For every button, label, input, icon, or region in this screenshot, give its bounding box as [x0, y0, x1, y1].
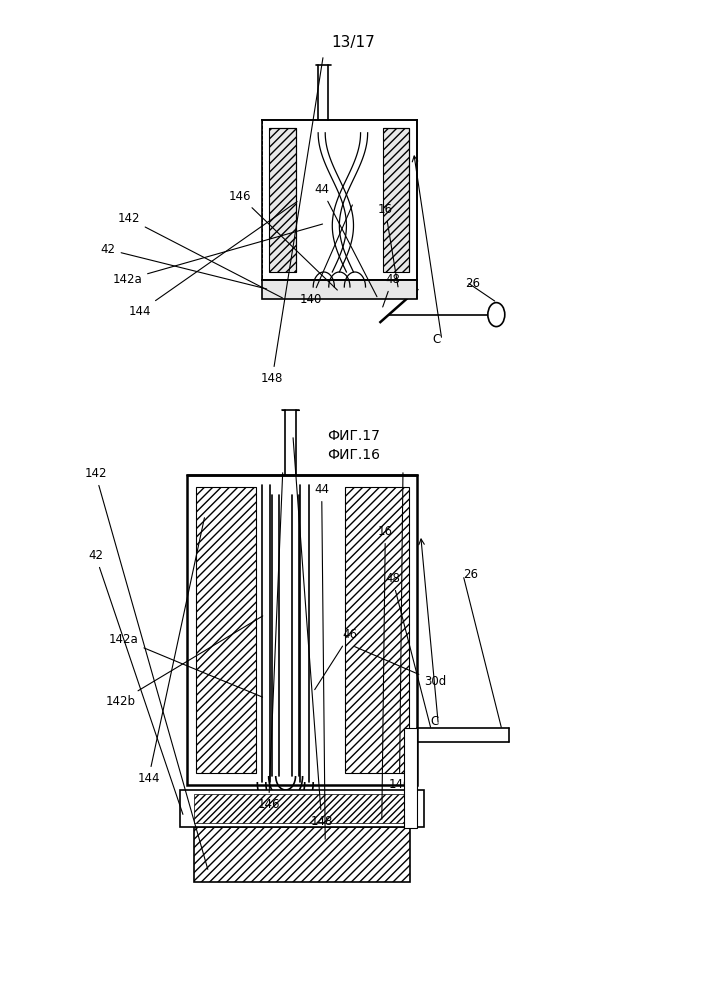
- Text: 16: 16: [378, 203, 398, 287]
- Text: 148: 148: [261, 58, 323, 385]
- Polygon shape: [269, 128, 296, 272]
- Text: 42: 42: [88, 549, 183, 814]
- Text: ФИГ.16: ФИГ.16: [327, 448, 380, 462]
- Text: 144: 144: [137, 518, 204, 785]
- Text: 44: 44: [314, 483, 329, 839]
- Text: 46: 46: [315, 628, 358, 690]
- Polygon shape: [262, 280, 417, 299]
- Text: 48: 48: [385, 572, 431, 727]
- Text: 44: 44: [314, 183, 377, 297]
- Text: 146: 146: [229, 190, 337, 290]
- Text: 26: 26: [464, 277, 480, 290]
- Text: 140: 140: [300, 205, 352, 306]
- Text: 13/17: 13/17: [332, 35, 375, 50]
- Text: 148: 148: [293, 438, 333, 828]
- Circle shape: [488, 303, 505, 327]
- Text: 146: 146: [257, 473, 283, 811]
- Bar: [404, 728, 417, 828]
- Bar: [187, 475, 417, 785]
- Bar: [180, 790, 424, 827]
- Bar: [194, 794, 410, 823]
- Bar: [194, 827, 410, 882]
- Bar: [345, 487, 409, 773]
- Text: 30d: 30d: [355, 647, 446, 688]
- Text: 16: 16: [378, 525, 393, 819]
- Text: 48: 48: [382, 273, 400, 307]
- Text: 142a: 142a: [109, 633, 262, 697]
- Text: 26: 26: [462, 568, 478, 581]
- Text: 144: 144: [129, 202, 297, 318]
- Text: C: C: [431, 715, 439, 728]
- Text: 142: 142: [117, 212, 283, 298]
- Text: 142b: 142b: [105, 616, 263, 708]
- Text: 142: 142: [84, 467, 208, 869]
- Text: 142a: 142a: [112, 224, 322, 286]
- Text: C: C: [433, 333, 441, 346]
- Text: ФИГ.17: ФИГ.17: [327, 429, 380, 443]
- Bar: [196, 487, 256, 773]
- Text: 42: 42: [100, 243, 267, 289]
- Polygon shape: [383, 128, 409, 272]
- Text: 140: 140: [388, 473, 411, 791]
